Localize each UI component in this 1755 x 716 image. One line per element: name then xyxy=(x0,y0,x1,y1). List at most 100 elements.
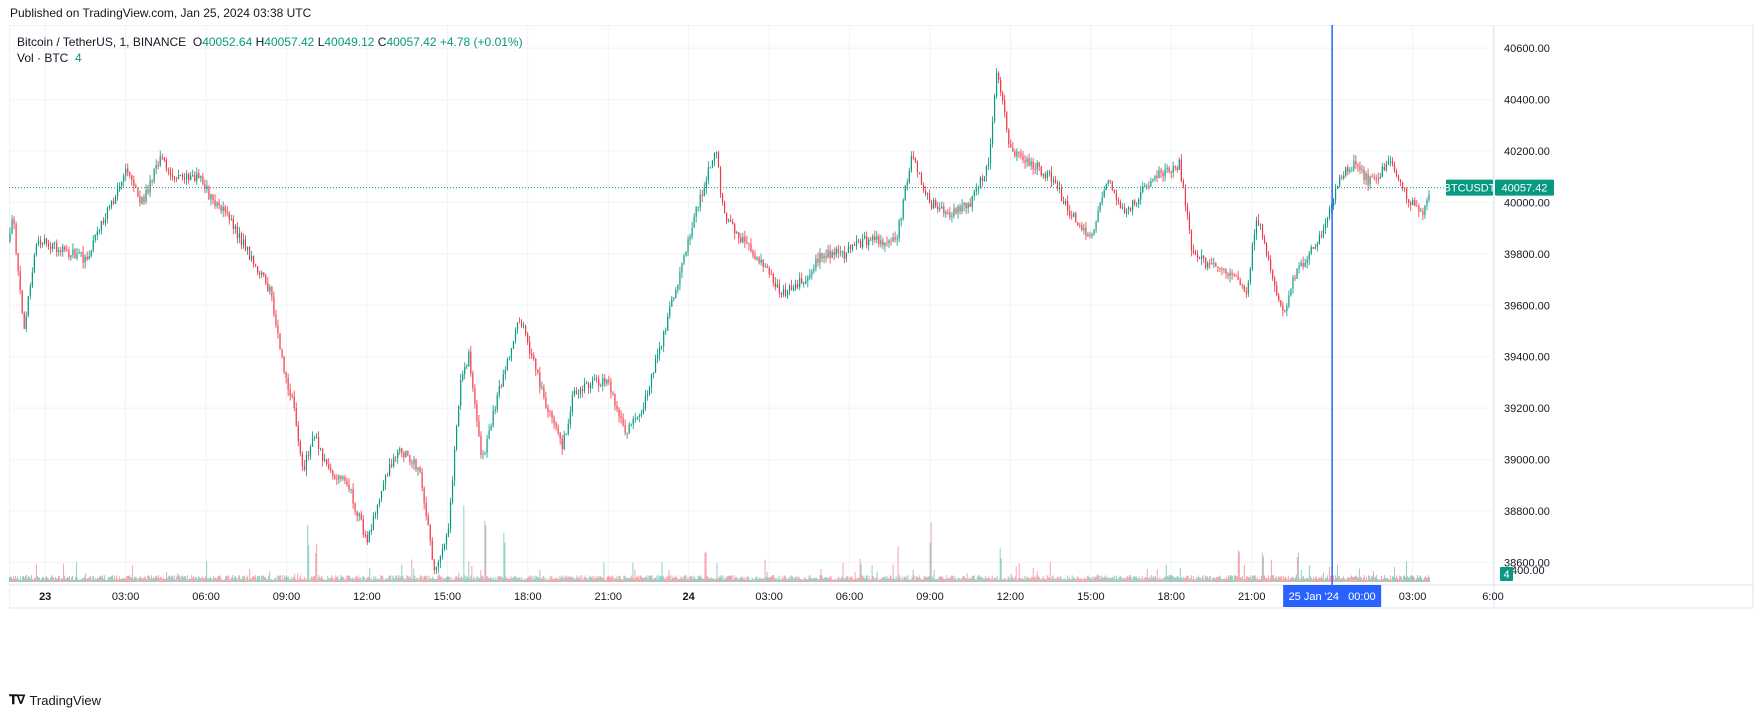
candle[interactable] xyxy=(1243,284,1245,292)
candle[interactable] xyxy=(33,252,35,274)
candle[interactable] xyxy=(634,412,636,424)
candle[interactable] xyxy=(253,255,255,268)
candle[interactable] xyxy=(1150,177,1152,188)
candle[interactable] xyxy=(121,181,123,190)
candle[interactable] xyxy=(638,413,640,423)
candle[interactable] xyxy=(41,241,44,248)
candle[interactable] xyxy=(261,270,263,279)
candle[interactable] xyxy=(368,530,370,543)
candle[interactable] xyxy=(977,185,979,195)
candle[interactable] xyxy=(504,366,506,380)
candle[interactable] xyxy=(890,237,892,246)
candle[interactable] xyxy=(691,221,693,240)
candle[interactable] xyxy=(518,317,521,324)
candle[interactable] xyxy=(47,239,50,250)
candle[interactable] xyxy=(171,168,174,181)
candle[interactable] xyxy=(470,345,472,377)
candle[interactable] xyxy=(80,251,82,257)
candle[interactable] xyxy=(1117,197,1119,205)
candle[interactable] xyxy=(1018,151,1020,159)
candle[interactable] xyxy=(395,456,397,463)
candle[interactable] xyxy=(108,204,111,211)
candle[interactable] xyxy=(667,312,669,331)
candle[interactable] xyxy=(464,362,466,380)
candle[interactable] xyxy=(1328,205,1331,220)
candle[interactable] xyxy=(843,245,845,264)
candle[interactable] xyxy=(762,258,764,273)
candle[interactable] xyxy=(419,465,421,474)
candle[interactable] xyxy=(973,189,975,201)
candle[interactable] xyxy=(1406,187,1408,204)
candle[interactable] xyxy=(827,244,829,259)
candle[interactable] xyxy=(1093,229,1095,236)
candle[interactable] xyxy=(922,182,925,194)
candle[interactable] xyxy=(1272,269,1274,281)
candle[interactable] xyxy=(173,176,176,183)
candle[interactable] xyxy=(1263,234,1266,245)
candle[interactable] xyxy=(1044,171,1046,182)
candle[interactable] xyxy=(1115,189,1117,206)
candle[interactable] xyxy=(1393,161,1396,173)
candle[interactable] xyxy=(502,369,504,387)
candle[interactable] xyxy=(736,230,738,234)
candle[interactable] xyxy=(62,243,64,257)
candle[interactable] xyxy=(1312,246,1314,250)
candle[interactable] xyxy=(391,458,393,469)
candle[interactable] xyxy=(1081,221,1083,232)
candle[interactable] xyxy=(15,221,17,256)
candle[interactable] xyxy=(1036,160,1038,176)
candle[interactable] xyxy=(100,220,102,235)
candle[interactable] xyxy=(1099,202,1101,213)
candle[interactable] xyxy=(352,483,354,509)
candle[interactable] xyxy=(98,228,100,235)
candle[interactable] xyxy=(998,71,1000,84)
candle[interactable] xyxy=(393,453,395,468)
candle[interactable] xyxy=(250,250,253,263)
candle[interactable] xyxy=(311,431,314,447)
candle[interactable] xyxy=(671,295,673,307)
candle[interactable] xyxy=(259,270,261,279)
candle[interactable] xyxy=(236,222,238,244)
candle[interactable] xyxy=(1190,229,1193,257)
candle[interactable] xyxy=(484,451,486,456)
candle[interactable] xyxy=(273,291,275,318)
candle[interactable] xyxy=(1314,243,1316,250)
tradingview-logo[interactable]: 𝐓∇ TradingView xyxy=(9,692,101,708)
candle[interactable] xyxy=(1381,162,1383,178)
candle[interactable] xyxy=(480,431,482,459)
candle[interactable] xyxy=(157,160,159,170)
candle[interactable] xyxy=(161,153,163,161)
candle[interactable] xyxy=(1288,290,1290,309)
candle[interactable] xyxy=(583,377,586,394)
candle[interactable] xyxy=(342,475,344,481)
candle[interactable] xyxy=(681,262,683,279)
candle[interactable] xyxy=(415,458,417,472)
candle[interactable] xyxy=(1223,267,1225,274)
candle[interactable] xyxy=(756,256,758,262)
candle[interactable] xyxy=(896,234,898,246)
candle[interactable] xyxy=(740,233,742,244)
candle[interactable] xyxy=(1012,141,1014,152)
candle[interactable] xyxy=(165,157,167,173)
candle[interactable] xyxy=(466,363,468,370)
candle[interactable] xyxy=(1083,223,1085,235)
candle[interactable] xyxy=(1373,173,1375,181)
candle[interactable] xyxy=(200,175,202,183)
candle[interactable] xyxy=(1062,196,1065,205)
candle[interactable] xyxy=(1188,211,1191,234)
candle[interactable] xyxy=(1198,256,1201,260)
candle[interactable] xyxy=(299,439,301,457)
candle[interactable] xyxy=(742,232,744,244)
candle[interactable] xyxy=(1302,256,1304,270)
candle[interactable] xyxy=(285,371,287,384)
candle[interactable] xyxy=(734,222,736,240)
candle[interactable] xyxy=(868,237,870,251)
candle[interactable] xyxy=(859,238,862,249)
candle[interactable] xyxy=(492,405,494,428)
candle[interactable] xyxy=(1121,203,1124,210)
candle[interactable] xyxy=(949,206,951,220)
candle[interactable] xyxy=(376,504,379,520)
candle[interactable] xyxy=(644,390,647,412)
candle[interactable] xyxy=(719,165,722,198)
candle[interactable] xyxy=(401,447,403,458)
